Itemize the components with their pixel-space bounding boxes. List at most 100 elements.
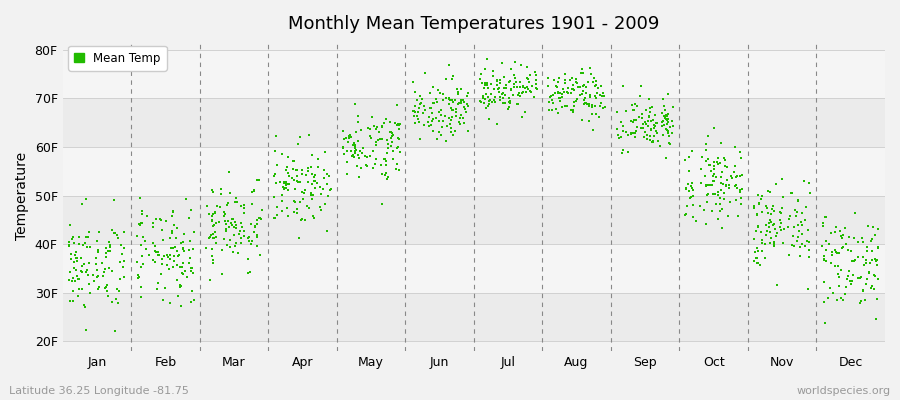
Point [772,224,787,230]
Point [654,123,669,129]
Point [184,288,199,295]
Point [322,187,337,193]
Point [819,214,833,221]
Point [662,128,676,134]
Point [310,180,324,186]
Point [864,238,878,244]
Point [714,140,728,146]
Point [487,97,501,103]
Point [716,196,731,202]
Point [461,90,475,97]
Point [787,243,801,249]
Point [339,134,354,141]
Point [446,73,460,80]
Point [840,276,854,282]
Point [683,195,698,202]
Point [134,284,148,290]
Point [816,223,831,229]
Point [377,171,392,178]
Point [490,121,504,127]
Point [379,158,393,164]
Point [490,78,504,85]
Bar [62,98,885,147]
Point [686,202,700,208]
Point [68,267,83,273]
Point [764,235,778,241]
Point [344,148,358,154]
Point [116,274,130,280]
Point [829,249,843,256]
Point [391,121,405,127]
Point [298,172,312,178]
Point [384,134,399,141]
Point [750,212,764,219]
Point [448,109,463,115]
Point [839,284,853,290]
Point [383,143,398,149]
Point [305,196,320,202]
Point [65,236,79,242]
Point [202,235,216,241]
Point [598,104,612,110]
Point [228,219,242,226]
Point [437,113,452,120]
Point [574,70,589,76]
Point [706,178,721,185]
Point [852,275,867,282]
Point [71,293,86,299]
Point [485,68,500,74]
Point [842,234,856,240]
Point [795,209,809,216]
Point [102,238,116,245]
Point [655,131,670,138]
Point [434,107,448,113]
Point [178,268,193,275]
Point [206,222,220,228]
Point [344,134,358,141]
Point [867,286,881,292]
Point [63,222,77,228]
Point [279,182,293,188]
Point [352,174,366,181]
Point [702,162,716,168]
Point [859,257,873,264]
Point [637,134,652,140]
Point [593,103,608,110]
Point [551,89,565,95]
Point [134,294,148,300]
Point [443,121,457,127]
Point [657,122,671,128]
Point [285,166,300,172]
Point [570,79,584,86]
Point [558,71,572,77]
Point [635,114,650,121]
Point [391,144,405,151]
Point [762,224,777,230]
Point [368,138,382,145]
Point [112,288,126,294]
Point [615,150,629,156]
Point [591,114,606,120]
Point [831,263,845,269]
Point [775,176,789,182]
Point [290,206,304,212]
Point [157,253,171,260]
Point [516,83,530,89]
Point [279,204,293,211]
Point [268,133,283,139]
Point [841,247,855,254]
Point [107,230,122,236]
Point [174,240,188,246]
Point [836,232,850,238]
Point [856,288,870,295]
Point [159,261,174,268]
Point [711,191,725,198]
Point [176,270,190,277]
Point [773,226,788,233]
Point [699,221,714,227]
Point [572,92,587,98]
Point [578,95,592,101]
Point [541,83,555,89]
Point [436,118,450,124]
Point [287,198,302,205]
